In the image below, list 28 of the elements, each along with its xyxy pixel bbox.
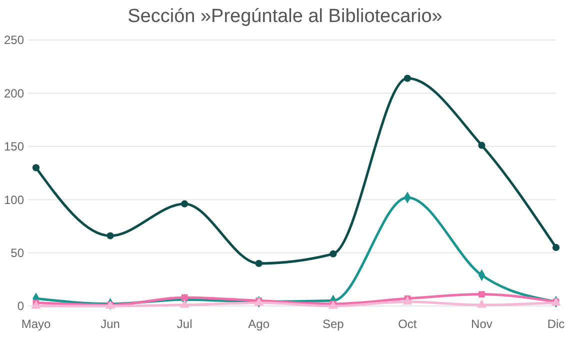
point bbox=[552, 244, 560, 252]
y-tick-label: 50 bbox=[10, 246, 24, 260]
point bbox=[106, 232, 114, 240]
y-tick-label: 0 bbox=[17, 299, 24, 314]
point bbox=[330, 250, 337, 258]
x-tick-label: Ago bbox=[248, 317, 270, 331]
x-tick-label: Jun bbox=[100, 317, 120, 331]
point bbox=[476, 299, 487, 308]
y-tick-label: 150 bbox=[4, 140, 24, 154]
point bbox=[31, 300, 41, 309]
chart-title: Sección »Pregúntale al Bibliotecario» bbox=[128, 6, 442, 27]
point bbox=[478, 291, 485, 298]
point bbox=[255, 260, 262, 267]
x-tick-label: Sep bbox=[322, 317, 344, 331]
point bbox=[181, 200, 188, 208]
y-tick-label: 200 bbox=[4, 86, 24, 100]
point bbox=[402, 296, 412, 305]
x-tick-label: Nov bbox=[471, 317, 492, 331]
point bbox=[478, 142, 486, 149]
point bbox=[404, 74, 411, 82]
x-tick-label: Mayo bbox=[21, 317, 51, 331]
point bbox=[32, 164, 40, 172]
y-tick-label: 100 bbox=[4, 192, 24, 207]
x-tick-label: Oct bbox=[398, 317, 418, 331]
y-tick-label: 250 bbox=[4, 33, 24, 48]
point bbox=[180, 299, 190, 308]
x-tick-label: Dic bbox=[547, 317, 565, 331]
x-tick-label: Jul bbox=[176, 317, 192, 331]
